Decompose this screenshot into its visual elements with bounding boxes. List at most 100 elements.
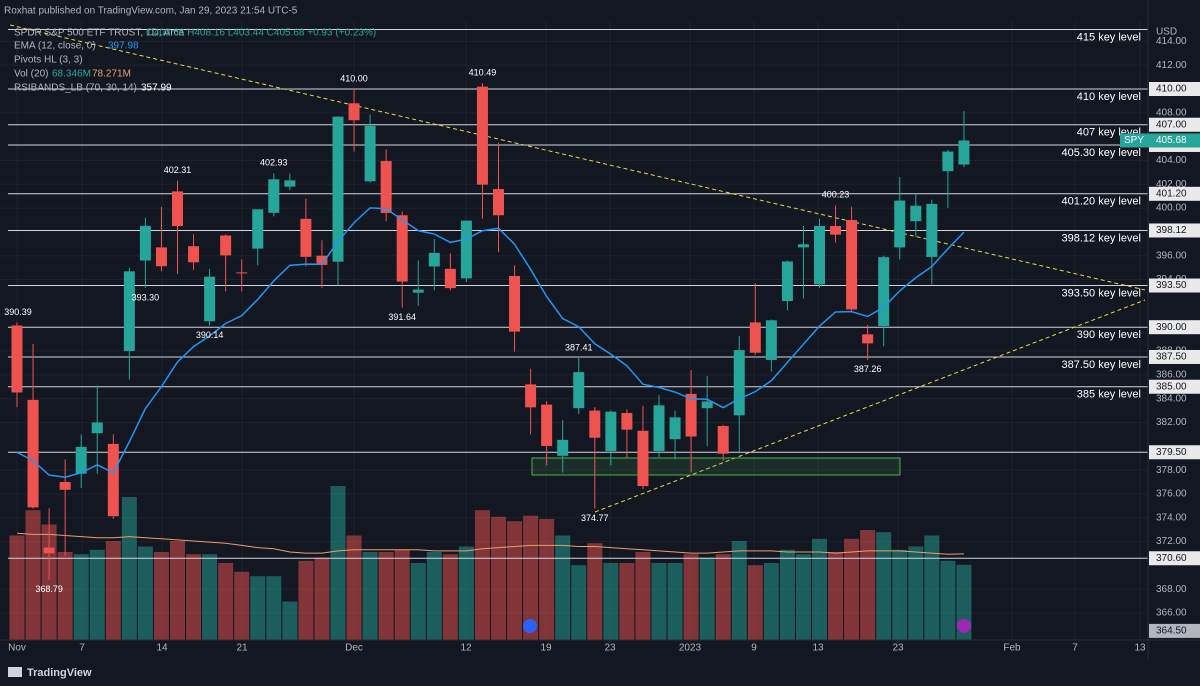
candle-body [589,410,601,438]
candle-body [878,257,890,327]
indicator-value: 397.98 [108,41,139,52]
pivot-label: 410.00 [340,73,368,83]
indicator-value: 78.271M [92,69,131,80]
pivot-label: 400.23 [822,190,850,200]
date-label: 19 [540,643,552,654]
last-price-tag [1120,133,1200,148]
volume-bar [667,563,683,640]
last-price-label: 405.68 [1156,135,1187,146]
earnings-icon[interactable] [957,619,971,633]
date-label: 2023 [679,643,702,654]
volume-bar [908,546,924,640]
volume-pane [9,486,972,640]
date-label: 7 [1072,643,1078,654]
last-price-symbol: SPY [1124,135,1144,146]
pivot-label: 393.30 [132,292,160,302]
volume-bar [330,486,346,640]
y-tick-label: 376.00 [1156,489,1187,500]
volume-bar [619,563,635,640]
candle-body [380,161,392,213]
key-level-label: 393.50 key level [1062,287,1142,299]
volume-bar [378,552,394,640]
pivot-label: 368.79 [35,584,63,594]
level-tag-label: 401.20 [1156,188,1187,199]
candle-body [573,372,585,409]
volume-bar [571,565,587,640]
candle-body [669,417,681,440]
date-label: 13 [812,643,824,654]
candle-body [926,203,938,257]
level-tag [1149,349,1200,364]
y-tick-label: 382.00 [1156,417,1187,428]
candle-body [172,191,183,227]
candle-body [541,404,553,447]
volume-bar [202,554,218,640]
volume-bar [266,576,282,640]
y-tick-label: 378.00 [1156,465,1187,476]
volume-bar [410,563,426,640]
pivot-label: 387.26 [854,364,882,374]
candle-body [525,384,537,408]
candle-body [11,325,23,393]
candle-body [300,218,312,257]
volume-bar [699,557,715,640]
date-label: Feb [1003,643,1021,654]
ohlc: O403.66 H408.16 L403.44 C405.68 +0.93 (+… [146,28,376,39]
candle-body [91,422,103,434]
candle-body [27,399,39,508]
volume-bar [121,497,137,640]
key-level-label: 410 key level [1077,91,1141,103]
volume-bar [362,552,378,640]
volume-bar [73,554,89,640]
indicator-name: Pivots HL (3, 3) [14,55,83,66]
date-label: 13 [1134,643,1146,654]
volume-bar [507,521,523,640]
volume-bar [474,510,490,640]
volume-bar [587,543,603,640]
y-tick-label: 372.00 [1156,536,1187,547]
candle-body [621,412,633,430]
candle-body [509,275,521,332]
level-tag [1149,278,1200,293]
level-tag-label: 370.60 [1156,553,1187,564]
candle-body [701,401,713,409]
level-tag-label: 393.50 [1156,280,1187,291]
level-tag-label: 390.00 [1156,322,1187,333]
pivot-label: 390.14 [196,330,224,340]
y-tick-label: 412.00 [1156,60,1187,71]
level-tag [1149,445,1200,460]
volume-bar [491,516,506,640]
currency: USD [1156,27,1177,38]
candle-body [444,268,456,289]
candle-body [204,276,216,322]
volume-bar [779,549,795,640]
candle-body [557,439,569,456]
volume-bar [346,535,362,640]
indicator-value: 68.346M [52,69,91,80]
symbol: SPDR S&P 500 ETF TRUST, 1D, Arca [14,28,185,39]
y-tick-label: 386.00 [1156,369,1187,380]
up-trendline [594,299,1146,513]
pivot-label: 391.64 [388,312,416,322]
dividend-icon[interactable] [523,619,537,633]
published: Roxhat published on TradingView.com, Jan… [4,6,298,17]
level-tag [1149,82,1200,96]
volume-bar [442,554,458,640]
candle-body [637,430,649,487]
candle-body [942,151,954,172]
volume-bar [523,515,539,640]
volume-bar [555,535,571,640]
pivot-label: 410.49 [469,68,497,78]
key-level-label: 401.20 key level [1062,196,1142,208]
candle-body [781,261,793,301]
date-label: 9 [751,643,757,654]
y-tick-label: 368.00 [1156,584,1187,595]
candle-body [846,220,858,310]
candle-body [332,116,344,262]
volume-bar [105,541,121,640]
candle-body [268,179,280,213]
date-label: 7 [79,643,85,654]
volume-bar [876,532,892,640]
volume-bar [282,601,298,640]
candle-body [236,272,248,274]
